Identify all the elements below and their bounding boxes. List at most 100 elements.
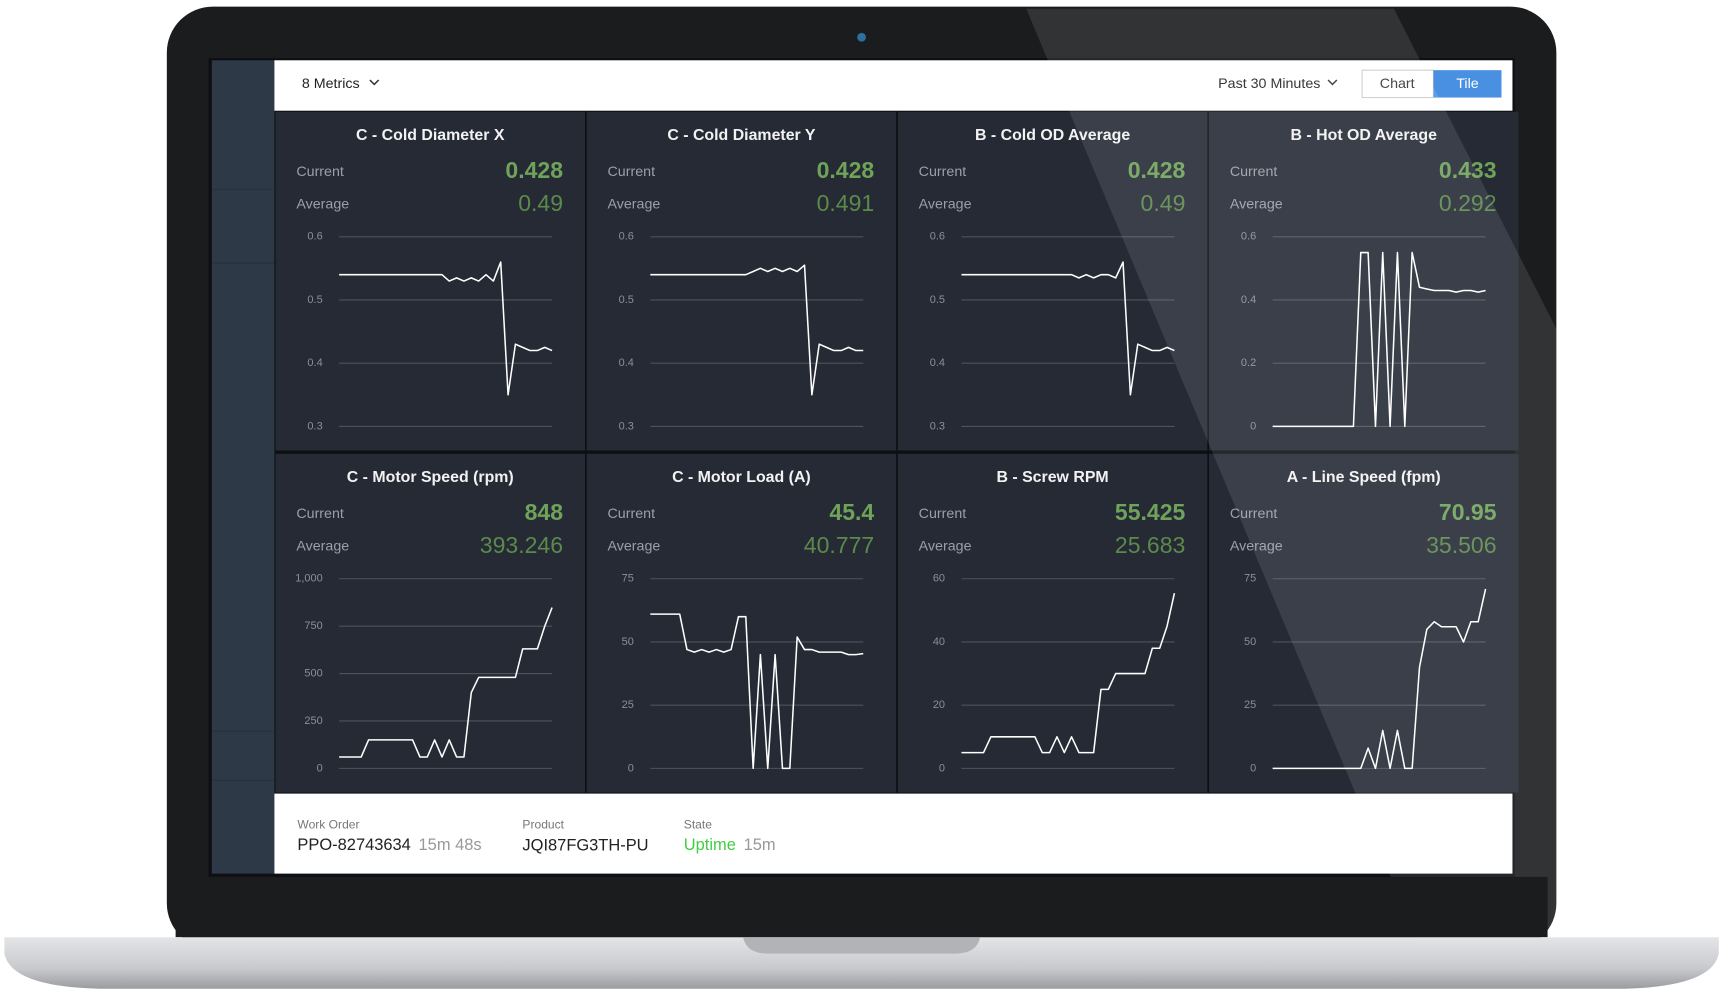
chart-button-label[interactable]: Chart bbox=[1380, 76, 1415, 92]
glare bbox=[1026, 8, 1557, 938]
y-tick-label: 60 bbox=[933, 573, 945, 585]
data-line bbox=[961, 593, 1176, 754]
y-tick-label: 0.4 bbox=[1241, 294, 1256, 306]
y-tick-label: 0.6 bbox=[1241, 231, 1256, 243]
chevron bbox=[1327, 79, 1338, 86]
y-tick-label: 0.3 bbox=[619, 420, 634, 432]
y-tick-label: 0.4 bbox=[930, 357, 945, 369]
work-order: PPO-82743634 15m 48s bbox=[297, 837, 481, 855]
tile-title: C - Motor Load (A) bbox=[672, 469, 811, 486]
data-line bbox=[1272, 251, 1486, 428]
tile-grid: C - Cold Diameter X Current 0.428 Average 0.… bbox=[275, 111, 1519, 793]
stat-value: 25.683 bbox=[1115, 532, 1185, 558]
tile-button-label[interactable]: Tile bbox=[1456, 76, 1479, 92]
footer bbox=[274, 793, 1513, 874]
camera bbox=[857, 32, 866, 42]
state: Uptime 15m bbox=[684, 837, 776, 855]
y-tick-label: 250 bbox=[304, 715, 322, 727]
laptop-base bbox=[4, 937, 1719, 989]
metrics-label[interactable]: 8 Metrics bbox=[302, 76, 360, 92]
y-tick-label: 0 bbox=[939, 762, 945, 774]
y-tick-label: 0.6 bbox=[930, 231, 945, 243]
metric-tile bbox=[586, 453, 897, 793]
stat-label: Current bbox=[296, 506, 344, 522]
stat-label: Average bbox=[296, 197, 349, 213]
work-order-label: Work Order bbox=[297, 818, 359, 832]
stat-value: 0.433 bbox=[1439, 157, 1497, 183]
stat-label: Average bbox=[919, 539, 972, 555]
y-tick-label: 75 bbox=[622, 573, 634, 585]
stat-label: Current bbox=[608, 506, 656, 522]
y-tick-label: 0 bbox=[317, 762, 323, 774]
metric-tile bbox=[897, 453, 1208, 793]
stat-value: 40.777 bbox=[804, 532, 874, 558]
y-tick-label: 0.5 bbox=[930, 294, 945, 306]
data-line bbox=[339, 607, 553, 758]
metric-tile bbox=[275, 111, 586, 451]
tile-title: A - Line Speed (fpm) bbox=[1287, 469, 1441, 486]
stat-value: 35.506 bbox=[1426, 532, 1496, 558]
tile-title: B - Hot OD Average bbox=[1291, 127, 1438, 144]
base-notch bbox=[743, 937, 981, 954]
tile-button[interactable] bbox=[1433, 70, 1502, 98]
state-label: State bbox=[684, 818, 712, 832]
y-tick-label: 0 bbox=[1250, 420, 1256, 432]
stat-value: 0.428 bbox=[505, 157, 563, 183]
metric-tile bbox=[586, 111, 897, 451]
metric-tile bbox=[1208, 111, 1519, 451]
tile-title: C - Cold Diameter Y bbox=[667, 127, 816, 144]
y-tick-label: 40 bbox=[933, 636, 945, 648]
chevron bbox=[369, 79, 380, 86]
data-line bbox=[650, 613, 864, 770]
y-tick-label: 0.4 bbox=[307, 357, 322, 369]
stat-value: 0.428 bbox=[817, 157, 875, 183]
stat-label: Current bbox=[608, 164, 656, 180]
y-tick-label: 0.4 bbox=[619, 357, 634, 369]
metric-tile bbox=[275, 453, 586, 793]
metrics-dropdown[interactable]: 8 Metrics bbox=[302, 76, 380, 92]
tile-title: B - Screw RPM bbox=[996, 469, 1108, 486]
y-tick-label: 25 bbox=[1244, 699, 1256, 711]
toolbar bbox=[274, 60, 1513, 111]
data-line bbox=[339, 261, 553, 396]
stat-value: 45.4 bbox=[829, 499, 874, 525]
tile-title: C - Motor Speed (rpm) bbox=[347, 469, 514, 486]
stat-label: Average bbox=[608, 539, 661, 555]
data-line bbox=[1272, 588, 1487, 770]
stat-label: Average bbox=[1230, 197, 1283, 213]
sidebar bbox=[211, 60, 275, 874]
tile-title: C - Cold Diameter X bbox=[356, 127, 505, 144]
y-tick-label: 0.3 bbox=[930, 420, 945, 432]
stat-value: 0.491 bbox=[817, 190, 875, 216]
y-tick-label: 500 bbox=[304, 667, 322, 679]
y-tick-label: 50 bbox=[622, 636, 634, 648]
y-tick-label: 0.6 bbox=[619, 231, 634, 243]
y-tick-label: 0.5 bbox=[619, 294, 634, 306]
y-tick-label: 0.5 bbox=[307, 294, 322, 306]
y-tick-label: 25 bbox=[622, 699, 634, 711]
stat-value: 0.428 bbox=[1128, 157, 1186, 183]
metric-tile bbox=[897, 111, 1208, 451]
stat-value: 55.425 bbox=[1115, 499, 1186, 525]
y-tick-label: 1,000 bbox=[295, 573, 322, 585]
stat-label: Current bbox=[1230, 164, 1278, 180]
range-label[interactable]: Past 30 Minutes bbox=[1218, 76, 1320, 92]
y-tick-label: 0.6 bbox=[307, 231, 322, 243]
stat-label: Average bbox=[608, 197, 661, 213]
stat-label: Current bbox=[919, 506, 967, 522]
data-line bbox=[961, 261, 1175, 396]
stat-label: Current bbox=[919, 164, 967, 180]
data-line bbox=[650, 264, 864, 396]
chart-button[interactable] bbox=[1361, 69, 1434, 99]
stat-value: 848 bbox=[525, 499, 564, 525]
y-tick-label: 50 bbox=[1244, 636, 1256, 648]
y-tick-label: 0.3 bbox=[307, 420, 322, 432]
y-tick-label: 0.2 bbox=[1241, 357, 1256, 369]
bezel-chin bbox=[175, 876, 1548, 938]
y-tick-label: 0 bbox=[1250, 762, 1256, 774]
range-dropdown[interactable]: Past 30 Minutes bbox=[1218, 76, 1338, 92]
stat-value: 0.292 bbox=[1439, 190, 1497, 216]
